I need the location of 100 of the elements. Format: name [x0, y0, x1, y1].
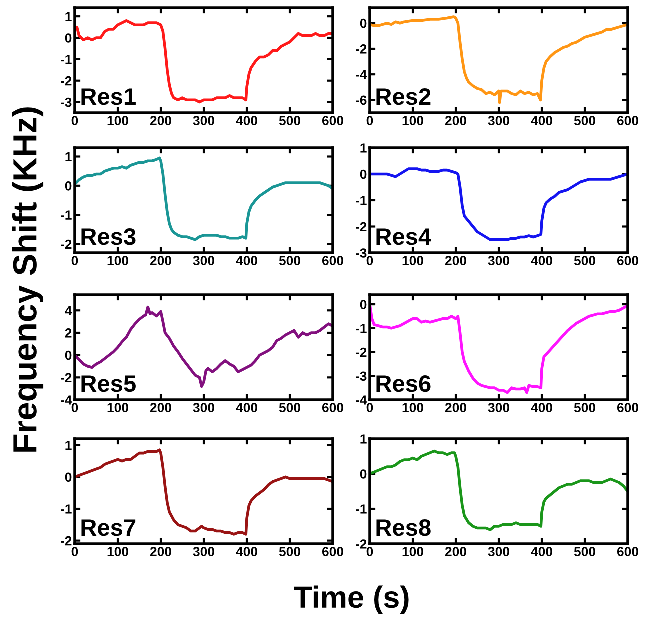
- y-tick-label: -2: [61, 536, 72, 546]
- x-tick-label: 0: [366, 403, 374, 412]
- x-tick-label: 0: [366, 547, 374, 556]
- x-tick-label: 600: [322, 116, 344, 126]
- y-tick-label: -1: [356, 196, 367, 206]
- annotation: Res7: [82, 520, 136, 536]
- x-tick-label: 100: [402, 256, 424, 266]
- line-series: [370, 16, 628, 104]
- y-tick-label: -1: [61, 504, 72, 514]
- x-tick-label: 200: [150, 116, 172, 126]
- x-tick-label: 400: [236, 256, 258, 266]
- x-tick-label: 400: [236, 116, 258, 126]
- x-tick-label: 0: [72, 256, 78, 266]
- y-tick-label: -4: [356, 70, 368, 80]
- y-tick-label: 1: [66, 12, 72, 22]
- x-tick-label: 100: [402, 116, 424, 126]
- x-tick-label: 200: [150, 403, 172, 412]
- x-tick-label: 500: [279, 403, 300, 412]
- x-tick-label: 600: [322, 256, 344, 266]
- x-tick-label: 200: [445, 547, 466, 556]
- y-tick-label: 4: [65, 306, 72, 316]
- x-tick-label: 600: [322, 547, 344, 556]
- x-tick-label: 300: [193, 256, 214, 266]
- x-tick-label: 300: [193, 116, 214, 126]
- x-tick-label: 500: [574, 256, 596, 266]
- y-tick-label: 0: [65, 34, 72, 43]
- y-tick-label: -1: [356, 324, 367, 334]
- y-tick-label: -2: [61, 240, 72, 250]
- x-tick-label: 400: [236, 547, 258, 556]
- y-tick-label: -1: [356, 504, 367, 514]
- x-tick-label: 0: [72, 403, 78, 412]
- y-tick-label: 1: [360, 144, 367, 153]
- y-tick-label: 0: [65, 350, 72, 360]
- y-tick-label: -2: [356, 222, 367, 232]
- x-tick-label: 500: [574, 547, 596, 556]
- y-tick-label: 0: [360, 470, 367, 479]
- x-tick-label: 500: [279, 116, 300, 126]
- x-tick-label: 500: [279, 256, 300, 266]
- x-tick-label: 300: [488, 547, 510, 556]
- x-tick-label: 600: [617, 116, 638, 126]
- y-tick-label: -3: [61, 98, 72, 108]
- x-tick-label: 400: [531, 403, 552, 412]
- x-tick-label: 600: [617, 547, 638, 556]
- line-series: [75, 448, 333, 536]
- x-tick-label: 0: [366, 116, 374, 126]
- x-tick-label: 200: [445, 403, 466, 412]
- y-tick-label: 1: [66, 152, 72, 162]
- x-tick-label: 0: [366, 256, 374, 266]
- x-tick-label: 300: [488, 116, 510, 126]
- x-tick-label: 600: [617, 256, 638, 266]
- x-tick-label: 100: [402, 547, 424, 556]
- y-tick-label: 1: [360, 434, 367, 444]
- x-tick-label: 200: [445, 116, 466, 126]
- annotation: Res8: [376, 519, 431, 536]
- x-tick-label: 400: [236, 403, 258, 412]
- annotation: Res6: [376, 375, 431, 392]
- y-tick-label: 0: [360, 170, 367, 180]
- y-tick-label: -4: [356, 396, 368, 405]
- y-tick-label: 0: [65, 181, 72, 191]
- annotation: Res2: [376, 88, 431, 106]
- x-tick-label: 0: [72, 116, 78, 126]
- y-tick-label: 0: [360, 300, 367, 310]
- line-series: [370, 303, 628, 394]
- x-tick-label: 200: [150, 256, 172, 266]
- x-tick-label: 400: [531, 547, 552, 556]
- y-tick-label: 0: [360, 18, 367, 28]
- line-series: [75, 19, 333, 104]
- y-tick-label: -2: [356, 540, 367, 549]
- annotation: Res4: [376, 228, 432, 246]
- y-tick-label: -3: [356, 372, 367, 382]
- annotation: Res1: [82, 88, 136, 106]
- y-tick-label: -2: [61, 373, 72, 382]
- x-tick-label: 0: [72, 547, 78, 556]
- x-axis-title: Time (s): [294, 586, 409, 614]
- x-tick-label: 400: [531, 116, 552, 126]
- x-tick-label: 200: [445, 256, 466, 266]
- x-tick-label: 400: [531, 256, 552, 266]
- y-tick-label: -2: [61, 76, 72, 86]
- x-tick-label: 500: [574, 403, 596, 412]
- x-tick-label: 100: [108, 403, 128, 412]
- x-tick-label: 300: [193, 403, 214, 412]
- x-tick-label: 100: [108, 116, 128, 126]
- x-tick-label: 100: [108, 256, 128, 266]
- x-tick-label: 100: [402, 403, 424, 412]
- x-tick-label: 300: [193, 547, 214, 556]
- y-tick-label: -6: [356, 96, 367, 106]
- y-tick-label: -1: [61, 210, 72, 220]
- x-tick-label: 600: [322, 403, 344, 412]
- y-tick-label: 2: [65, 328, 72, 338]
- y-axis-title: Frequency Shift (KHz): [12, 108, 44, 452]
- y-tick-label: -4: [61, 396, 72, 405]
- x-tick-label: 600: [617, 403, 638, 412]
- x-tick-label: 100: [108, 547, 128, 556]
- x-tick-label: 300: [488, 403, 510, 412]
- y-tick-label: -3: [356, 248, 367, 258]
- x-tick-label: 200: [150, 547, 172, 556]
- x-tick-label: 300: [488, 256, 510, 266]
- x-tick-label: 500: [574, 116, 596, 126]
- y-tick-label: -2: [356, 44, 367, 54]
- annotation: Res3: [82, 228, 136, 246]
